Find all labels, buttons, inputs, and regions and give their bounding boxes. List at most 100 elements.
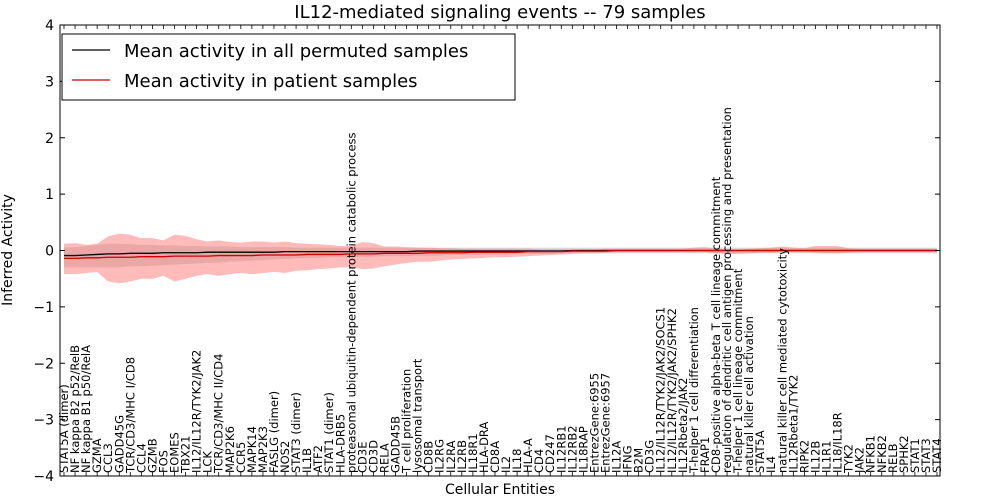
confidence-bands	[64, 233, 937, 284]
category-label: GADD45G	[112, 415, 126, 473]
y-tick-label: −3	[33, 413, 54, 429]
category-label: GZMB	[145, 438, 159, 473]
category-label: IL2RA	[444, 440, 458, 473]
category-label: IL18/IL18R	[831, 412, 845, 473]
category-label: MAPK14	[245, 426, 259, 473]
category-label: IL12Rbeta2/JAK2	[676, 378, 690, 473]
legend-label-patient: Mean activity in patient samples	[124, 71, 418, 92]
category-label: IL18RAP	[576, 426, 590, 473]
category-label: EOMES	[168, 432, 182, 473]
category-label: natural killer cell mediated cytotoxicit…	[775, 248, 789, 473]
series-line-1	[64, 249, 937, 260]
category-label: IL4	[764, 456, 778, 473]
category-label: TCR/CD3/MHC II/CD4	[212, 354, 226, 474]
category-label: IL1B	[300, 448, 314, 473]
series-lines	[64, 249, 937, 260]
category-label: TCR/CD3/MHC I/CD8	[123, 357, 137, 474]
category-label: IL12/IL12R/TYK2/JAK2/SPHK2	[665, 308, 679, 473]
category-label: IL12Rbeta1/TYK2	[786, 375, 800, 473]
category-label: HLA-DRA	[477, 422, 491, 473]
category-label: CD3D	[366, 440, 380, 473]
y-tick-label: 3	[45, 74, 54, 90]
category-label: NF kappa B2 p52/RelB	[68, 345, 82, 473]
y-tick-label: 1	[45, 187, 54, 203]
category-label: IL2RG	[433, 439, 447, 473]
x-axis-label: Cellular Entities	[445, 482, 555, 498]
category-label: IL12RB2	[565, 425, 579, 473]
category-label: NFKB2	[875, 435, 889, 473]
category-label: IL2RB	[455, 440, 469, 473]
category-label: IL12A	[610, 441, 624, 473]
category-label: NOS2	[278, 441, 292, 473]
legend: Mean activity in all permuted samples Me…	[61, 33, 516, 101]
category-label: GADD45B	[389, 416, 403, 473]
category-label: natural killer cell activation	[742, 316, 756, 473]
category-label: IL12/IL12R/TYK2/JAK2	[190, 350, 204, 473]
category-label: B2M	[632, 448, 646, 473]
category-label: RELA	[377, 443, 391, 473]
category-label: IFNG	[621, 445, 635, 473]
y-tick-label: 4	[45, 18, 54, 34]
category-label: JAK2	[853, 447, 867, 474]
category-label: proteasomal ubiquitin-dependent protein …	[344, 132, 358, 473]
category-label: FRAP1	[698, 437, 712, 473]
y-tick-label: −2	[33, 356, 54, 372]
category-label: ATF2	[311, 445, 325, 473]
category-label: GZMA	[90, 438, 104, 473]
category-label: CD3G	[643, 440, 657, 473]
y-ticks: −4 −3 −2 −1 0 1 2 3 4	[33, 18, 940, 485]
category-label: FOS	[156, 450, 170, 473]
category-label: EntrezGene:6955	[587, 373, 601, 473]
plot-frame	[59, 24, 941, 477]
y-tick-label: −1	[33, 300, 54, 316]
y-tick-label: −4	[33, 469, 54, 485]
category-label: CCL3	[101, 443, 115, 473]
category-label: NFKB1	[864, 435, 878, 473]
category-label: CD247	[543, 434, 557, 473]
category-label: MAP2K3	[256, 426, 270, 473]
category-label: T cell proliferation	[400, 369, 414, 474]
category-label: regulation of dendritic cell antigen pro…	[720, 107, 734, 473]
category-label: IL2	[499, 456, 513, 473]
category-label: STAT1 (dimer)	[322, 392, 336, 473]
category-label: IL18R1	[466, 433, 480, 473]
category-label: FASLG (dimer)	[267, 391, 281, 473]
category-label: TBX21	[179, 436, 193, 474]
category-label: IL1R1	[819, 441, 833, 473]
category-label: CD4	[532, 449, 546, 473]
x-ticks	[63, 25, 938, 476]
legend-label-permuted: Mean activity in all permuted samples	[124, 41, 468, 62]
category-label: IL12RB1	[554, 425, 568, 473]
category-label: STAT1	[908, 438, 922, 473]
category-label: SPHK2	[897, 435, 911, 473]
category-label: TYK2	[842, 444, 856, 474]
legend-box	[61, 33, 516, 101]
category-label: IL12B	[808, 441, 822, 473]
category-label: IL18	[510, 449, 524, 473]
category-label: RELB	[886, 443, 900, 473]
category-label: EntrezGene:6957	[598, 373, 612, 473]
category-label: MAP2K6	[223, 426, 237, 473]
category-label: T-helper 1 cell lineage commitment	[731, 268, 745, 474]
category-label: STAT5A	[753, 430, 767, 473]
category-label: T-helper 1 cell differentiation	[687, 307, 701, 474]
category-label: lysosomal transport	[411, 358, 425, 473]
category-label: RIPK2	[797, 440, 811, 473]
category-label: HLA-DRB5	[333, 414, 347, 473]
y-tick-label: 2	[45, 131, 54, 147]
category-label: CCR5	[234, 442, 248, 473]
chart-title: IL12-mediated signaling events -- 79 sam…	[294, 2, 705, 23]
y-tick-label: 0	[45, 244, 54, 260]
category-label: CD8B	[422, 441, 436, 473]
category-label: CD8A	[488, 441, 502, 473]
category-label: HLA-A	[521, 438, 535, 473]
category-label: CCL4	[134, 443, 148, 473]
category-label: IL12/IL12R/TYK2/JAK2/SOCS1	[654, 307, 668, 473]
y-axis-label: Inferred Activity	[0, 194, 16, 306]
category-label: CD8-positive alpha-beta T cell lineage c…	[709, 176, 723, 473]
category-label: STAT3 (dimer)	[289, 392, 303, 473]
category-label: NF kappa B1 p50/RelA	[79, 345, 93, 473]
category-label: CD3E	[355, 442, 369, 473]
